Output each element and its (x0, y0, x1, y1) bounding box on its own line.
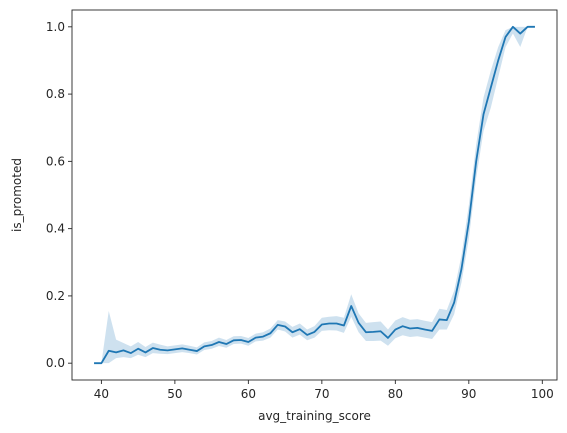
y-tick-label: 0.6 (46, 154, 65, 168)
y-axis-label: is_promoted (10, 158, 24, 232)
x-tick-label: 40 (94, 387, 109, 401)
x-tick-label: 80 (388, 387, 403, 401)
y-tick-label: 1.0 (46, 20, 65, 34)
axes (71, 9, 558, 381)
series-line (94, 25, 535, 365)
y-tick-label: 0.8 (46, 87, 65, 101)
x-tick-label: 70 (314, 387, 329, 401)
confidence-band-layer (94, 26, 535, 364)
series-line-layer (94, 25, 535, 365)
x-tick-label: 100 (531, 387, 554, 401)
x-tick-label: 90 (461, 387, 476, 401)
y-tick-label: 0.4 (46, 222, 65, 236)
y-tick-label: 0.0 (46, 356, 65, 370)
y-ticks: 0.0 0.2 0.4 0.6 0.8 1.0 (46, 20, 72, 370)
plot-frame (71, 9, 558, 381)
x-tick-label: 60 (241, 387, 256, 401)
x-tick-label: 50 (167, 387, 182, 401)
x-axis-label: avg_training_score (258, 409, 371, 423)
y-tick-label: 0.2 (46, 289, 65, 303)
x-ticks: 40 50 60 70 80 90 100 (94, 380, 554, 401)
confidence-band (94, 26, 535, 364)
